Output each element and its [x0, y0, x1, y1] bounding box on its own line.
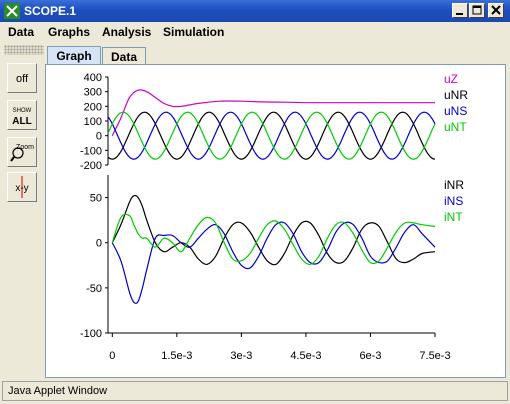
show-all-button[interactable]: SHOW ALL	[7, 100, 37, 130]
toolbar-grip[interactable]	[4, 45, 44, 55]
series-line-uNT	[107, 111, 436, 160]
y-tick-label: -100	[80, 328, 102, 340]
menu-simulation[interactable]: Simulation	[163, 25, 225, 39]
legend-iNR: iNR	[444, 178, 464, 192]
x-tick-label: 6e-3	[359, 350, 381, 362]
menu-analysis[interactable]: Analysis	[102, 25, 152, 39]
off-icon: off	[16, 73, 29, 85]
xy-icon: x-y	[15, 176, 29, 198]
legend-uNS: uNS	[444, 104, 467, 118]
y-tick-label: 0	[96, 238, 102, 250]
maximize-button[interactable]	[469, 3, 485, 18]
series-line-uNS	[107, 111, 436, 160]
window-title: SCOPE.1	[24, 4, 77, 18]
legend-iNT: iNT	[444, 210, 463, 224]
y-tick-label: -50	[86, 283, 102, 295]
graph-area[interactable]: 400 300 200 100 0 -100 -200 uZ uNR uNS uNT 50 0 -50 -1…	[45, 64, 506, 378]
zoom-button[interactable]: Zoom	[7, 137, 37, 167]
status-bar: Java Applet Window	[2, 381, 508, 401]
series-line-iNS	[111, 221, 436, 304]
off-label: off	[16, 73, 29, 85]
menu-data[interactable]: Data	[8, 25, 35, 39]
status-text: Java Applet Window	[8, 385, 108, 397]
x-tick-label: 1.5e-3	[161, 350, 192, 362]
maximize-icon	[472, 5, 482, 15]
y-tick-label: 100	[84, 116, 102, 128]
series-line-iNR	[111, 194, 436, 266]
show-all-top-label: SHOW	[13, 108, 32, 114]
tab-data[interactable]: Data	[102, 47, 146, 65]
show-all-bottom-label: ALL	[12, 116, 31, 127]
menu-graphs[interactable]: Graphs	[48, 25, 91, 39]
zoom-label: Zoom	[16, 144, 34, 151]
y-tick-label: -100	[80, 145, 102, 157]
xy-label: x-y	[15, 183, 28, 194]
zoom-icon: Zoom	[10, 144, 34, 162]
minimize-button[interactable]	[452, 3, 468, 18]
series-line-iNT	[111, 213, 436, 266]
tab-graph[interactable]: Graph	[47, 46, 101, 65]
x-tick-label: 7.5e-3	[419, 350, 450, 362]
y-tick-label: 300	[84, 87, 102, 99]
scope-plot[interactable]: 400 300 200 100 0 -100 -200 uZ uNR uNS uNT 50 0 -50 -1…	[46, 65, 505, 377]
menu-bar: Data Graphs Analysis Simulation	[0, 22, 510, 42]
show-all-icon: SHOW ALL	[12, 108, 32, 127]
x-tick-label: 3e-3	[230, 350, 252, 362]
series-line-uZ	[111, 89, 435, 136]
y-tick-label: 50	[90, 193, 102, 205]
close-button[interactable]	[488, 3, 504, 18]
x-tick-label: 4.5e-3	[290, 350, 321, 362]
series-line-uNR	[107, 111, 436, 160]
close-icon	[491, 5, 501, 15]
y-tick-label: -200	[80, 160, 102, 172]
legend-uNR: uNR	[444, 88, 468, 102]
title-bar[interactable]: SCOPE.1	[0, 0, 510, 22]
y-tick-label: 200	[84, 101, 102, 113]
legend-iNS: iNS	[444, 194, 463, 208]
xy-button[interactable]: x-y	[7, 172, 37, 202]
app-icon	[4, 3, 20, 19]
y-tick-label: 0	[96, 131, 102, 143]
minimize-icon	[456, 13, 463, 15]
x-tick-label: 0	[109, 350, 115, 362]
y-tick-label: 400	[84, 72, 102, 84]
legend-uNT: uNT	[444, 120, 467, 134]
legend-uZ: uZ	[444, 72, 458, 86]
off-button[interactable]: off	[7, 63, 37, 93]
